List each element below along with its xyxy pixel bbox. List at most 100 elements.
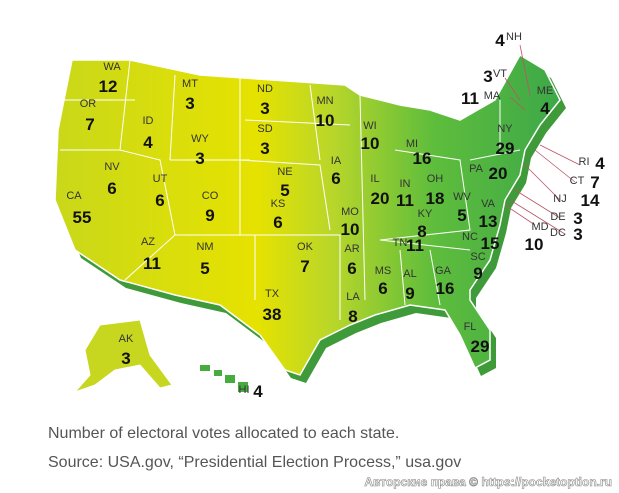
state-abbr: GA bbox=[435, 265, 452, 277]
state-abbr: VA bbox=[481, 198, 496, 210]
state-votes: 3 bbox=[483, 67, 492, 86]
state-votes: 4 bbox=[540, 99, 550, 118]
state-votes: 11 bbox=[461, 89, 479, 108]
state-abbr: FL bbox=[464, 321, 477, 333]
state-votes: 15 bbox=[481, 234, 500, 253]
state-abbr: OK bbox=[297, 241, 314, 253]
state-abbr: WV bbox=[453, 191, 471, 203]
state-abbr: MO bbox=[341, 206, 359, 218]
state-abbr: NV bbox=[104, 161, 120, 173]
state-votes: 3 bbox=[185, 94, 194, 113]
state-votes: 16 bbox=[436, 279, 455, 298]
state-votes: 5 bbox=[280, 181, 289, 200]
state-abbr: NY bbox=[497, 123, 513, 135]
state-votes: 20 bbox=[371, 189, 390, 208]
state-abbr: MT bbox=[182, 78, 198, 90]
state-abbr: DE bbox=[550, 211, 565, 223]
state-votes: 29 bbox=[496, 139, 515, 158]
state-votes: 6 bbox=[273, 213, 282, 232]
state-abbr: AZ bbox=[141, 236, 155, 248]
state-votes: 7 bbox=[85, 115, 94, 134]
state-abbr: KS bbox=[271, 198, 286, 210]
state-abbr: OH bbox=[427, 173, 444, 185]
state-votes: 10 bbox=[361, 134, 380, 153]
state-abbr: NJ bbox=[553, 193, 566, 205]
caption-line: Number of electoral votes allocated to e… bbox=[48, 425, 399, 442]
state-abbr: NH bbox=[506, 31, 522, 43]
state-abbr: VT bbox=[493, 68, 507, 80]
caption-line: Source: USA.gov, “Presidential Election … bbox=[48, 454, 461, 471]
state-votes: 6 bbox=[378, 279, 387, 298]
state-abbr: PA bbox=[469, 163, 484, 175]
state-votes: 14 bbox=[581, 191, 600, 210]
state-votes: 8 bbox=[348, 307, 357, 326]
state-abbr: IN bbox=[400, 178, 411, 190]
state-abbr: MD bbox=[531, 221, 548, 233]
state-votes: 20 bbox=[489, 164, 508, 183]
state-votes: 55 bbox=[73, 208, 92, 227]
callout-lines bbox=[504, 44, 581, 235]
state-abbr: NE bbox=[277, 166, 292, 178]
state-abbr: MI bbox=[406, 138, 418, 150]
state-abbr: MN bbox=[316, 95, 333, 107]
state-abbr: KY bbox=[418, 208, 433, 220]
watermark: Авторские права © https://pocketoption.r… bbox=[364, 475, 612, 489]
state-votes: 9 bbox=[205, 206, 214, 225]
state-abbr: UT bbox=[153, 173, 168, 185]
state-abbr: WY bbox=[191, 133, 209, 145]
alaska bbox=[73, 319, 173, 394]
state-votes: 38 bbox=[263, 305, 282, 324]
state-abbr: TN bbox=[393, 237, 408, 249]
state-votes: 3 bbox=[573, 225, 582, 244]
state-abbr: CA bbox=[66, 190, 82, 202]
state-abbr: HI bbox=[239, 384, 250, 396]
state-abbr: NM bbox=[196, 241, 213, 253]
state-votes: 10 bbox=[341, 220, 360, 239]
state-abbr: AL bbox=[403, 268, 416, 280]
state-abbr: ME bbox=[537, 85, 554, 97]
state-abbr: AR bbox=[344, 243, 359, 255]
state-abbr: MA bbox=[484, 90, 501, 102]
state-votes: 18 bbox=[426, 189, 445, 208]
state-abbr: AK bbox=[119, 333, 134, 345]
state-votes: 3 bbox=[195, 149, 204, 168]
map-shapes bbox=[54, 44, 581, 394]
state-abbr: SD bbox=[257, 123, 272, 135]
state-abbr: CT bbox=[570, 175, 585, 187]
state-abbr: IA bbox=[331, 155, 342, 167]
state-votes: 8 bbox=[417, 222, 426, 241]
state-votes: 5 bbox=[457, 206, 466, 225]
state-votes: 6 bbox=[155, 191, 164, 210]
state-borders bbox=[60, 59, 521, 320]
state-votes: 10 bbox=[525, 235, 544, 254]
state-abbr: MS bbox=[375, 265, 392, 277]
state-votes: 10 bbox=[316, 111, 335, 130]
state-votes: 6 bbox=[107, 179, 116, 198]
state-votes: 3 bbox=[573, 209, 582, 228]
state-votes: 13 bbox=[479, 212, 498, 231]
hawaii bbox=[200, 365, 248, 392]
state-votes: 29 bbox=[471, 337, 490, 356]
state-abbr: ND bbox=[257, 83, 273, 95]
state-abbr: SC bbox=[470, 251, 485, 263]
state-abbr: ID bbox=[143, 115, 154, 127]
state-votes: 11 bbox=[143, 254, 161, 273]
state-votes: 4 bbox=[495, 31, 505, 50]
state-abbr: LA bbox=[346, 291, 360, 303]
state-votes: 5 bbox=[200, 259, 209, 278]
state-abbr: WA bbox=[103, 61, 121, 73]
state-votes: 7 bbox=[300, 257, 309, 276]
state-votes: 9 bbox=[405, 284, 414, 303]
state-votes: 9 bbox=[473, 264, 482, 283]
state-votes: 6 bbox=[347, 259, 356, 278]
state-votes: 4 bbox=[253, 382, 263, 401]
state-votes: 11 bbox=[406, 236, 424, 255]
state-votes: 3 bbox=[260, 99, 269, 118]
state-abbr: RI bbox=[579, 156, 590, 168]
state-votes: 3 bbox=[121, 349, 130, 368]
state-abbr: CO bbox=[202, 190, 219, 202]
state-votes: 11 bbox=[396, 191, 414, 210]
state-abbr: TX bbox=[265, 288, 280, 300]
